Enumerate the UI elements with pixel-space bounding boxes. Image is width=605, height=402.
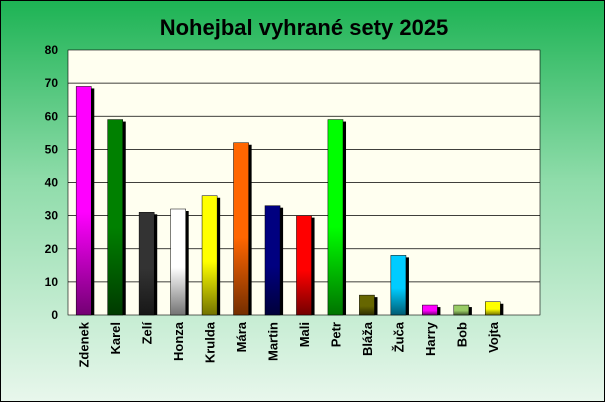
bar-6 xyxy=(233,142,249,316)
x-tick-label: Harry xyxy=(423,321,438,356)
y-tick-label: 30 xyxy=(45,209,59,223)
x-tick-label: Bob xyxy=(454,322,469,347)
x-tick-label: Krulda xyxy=(203,321,218,363)
bar-5 xyxy=(201,195,218,316)
x-tick-label: Mali xyxy=(297,322,312,347)
y-axis: 0 10 20 30 40 50 60 70 80 xyxy=(45,43,59,322)
x-tick-label: Martin xyxy=(266,322,281,361)
bar-10 xyxy=(359,294,375,316)
bar-13 xyxy=(453,304,470,316)
x-tick-label: Zelí xyxy=(140,322,155,345)
y-tick-label: 70 xyxy=(45,76,59,90)
bar-2 xyxy=(107,119,124,316)
x-tick-label: Honza xyxy=(171,321,186,361)
x-tick-label: Petr xyxy=(328,322,343,347)
bar-7 xyxy=(264,205,281,316)
x-tick-label: Karel xyxy=(108,322,123,355)
y-tick-label: 80 xyxy=(45,43,59,57)
y-tick-label: 50 xyxy=(45,142,59,156)
x-tick-label: Mára xyxy=(234,321,249,352)
bar-12 xyxy=(422,304,438,316)
x-tick-label: Vojta xyxy=(486,321,501,353)
bar-9 xyxy=(327,119,344,316)
y-tick-label: 0 xyxy=(51,308,58,322)
x-tick-label: Zdenek xyxy=(77,321,92,367)
y-tick-label: 40 xyxy=(45,176,59,190)
y-tick-label: 60 xyxy=(45,109,59,123)
bars xyxy=(75,86,504,316)
bar-14 xyxy=(484,301,501,316)
y-tick-label: 20 xyxy=(45,242,59,256)
chart-title: Nohejbal vyhrané sety 2025 xyxy=(160,15,449,40)
x-tick-label: Žuča xyxy=(391,321,406,352)
bar-11 xyxy=(390,255,407,316)
bar-8 xyxy=(296,215,312,316)
bar-1 xyxy=(75,86,92,316)
x-tick-label: Bláža xyxy=(360,321,375,356)
y-tick-label: 10 xyxy=(45,275,59,289)
bar-4 xyxy=(170,208,186,316)
x-axis: Zdenek Karel Zelí Honza Krulda Mára Martin Mali… xyxy=(77,321,501,367)
bar-3 xyxy=(138,212,155,316)
